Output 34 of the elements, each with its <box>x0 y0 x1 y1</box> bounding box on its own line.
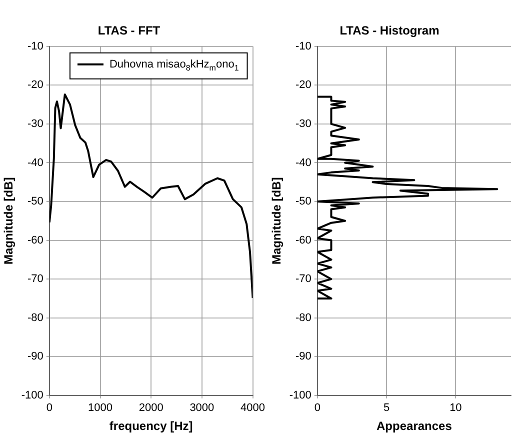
y-tick-label: -40 <box>296 156 312 169</box>
x-tick-label: 2000 <box>138 402 164 414</box>
y-tick-label: -60 <box>296 234 312 246</box>
chart-title: LTAS - Histogram <box>340 24 440 38</box>
y-tick-label: -10 <box>28 40 44 52</box>
y-tick-label: -100 <box>21 389 44 402</box>
y-tick-label: -30 <box>28 118 44 130</box>
y-tick-label: -20 <box>296 79 312 92</box>
x-axis-title: Appearances <box>376 419 452 434</box>
y-tick-label: -70 <box>296 273 312 286</box>
x-tick-label: 0 <box>46 402 52 414</box>
x-tick-label: 5 <box>383 402 390 414</box>
chart-title: LTAS - FFT <box>98 24 161 38</box>
y-tick-label: -20 <box>28 79 44 92</box>
y-tick-label: -10 <box>296 40 312 52</box>
y-tick-label: -60 <box>28 234 44 246</box>
y-tick-label: -100 <box>289 389 312 402</box>
y-tick-label: -50 <box>296 196 312 208</box>
x-tick-label: 1000 <box>88 402 112 414</box>
y-tick-label: -90 <box>296 350 312 363</box>
y-axis-title: Magnitude [dB] <box>2 177 16 265</box>
y-tick-label: -80 <box>28 312 44 324</box>
x-axis-title: frequency [Hz] <box>109 419 193 434</box>
y-tick-label: -50 <box>28 196 44 208</box>
x-tick-label: 3000 <box>190 402 214 414</box>
y-tick-label: -80 <box>296 312 312 324</box>
x-tick-label: 4000 <box>240 402 266 414</box>
y-tick-label: -70 <box>28 273 44 286</box>
y-tick-label: -30 <box>296 118 312 130</box>
y-tick-label: -90 <box>28 350 44 363</box>
y-tick-label: -40 <box>28 156 44 169</box>
x-tick-label: 0 <box>314 402 320 414</box>
x-tick-label: 10 <box>450 402 462 414</box>
y-axis-title: Magnitude [dB] <box>270 177 284 265</box>
